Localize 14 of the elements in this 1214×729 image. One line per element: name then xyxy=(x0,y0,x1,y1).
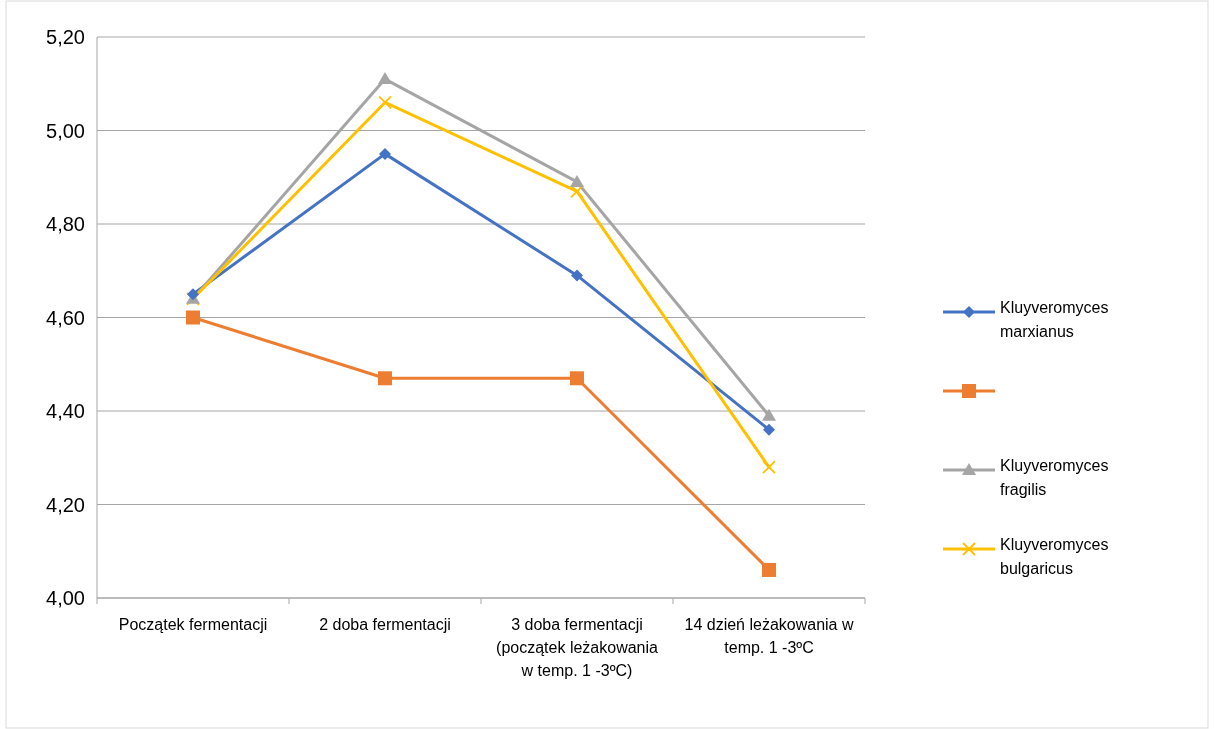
y-tick-label: 4,00 xyxy=(46,587,85,609)
y-tick-label: 4,60 xyxy=(46,306,85,329)
x-tick-label: 2 doba fermentacji xyxy=(319,616,451,633)
y-tick-label: 4,40 xyxy=(46,400,85,422)
legend-label: Kluyveromyces fragilis xyxy=(1000,456,1109,498)
legend-label: Kluyveromyces marxianus xyxy=(1000,298,1109,340)
y-tick-label: 5,20 xyxy=(46,26,85,48)
y-tick-label: 4,20 xyxy=(46,493,85,516)
y-tick-label: 5,00 xyxy=(46,119,85,142)
x-tick-label: 14 dzień leżakowania w temp. 1 -3ºC xyxy=(684,616,854,656)
legend-label: Kluyveromyces bulgaricus xyxy=(1000,535,1109,577)
x-tick-label: 3 doba fermentacji (początek leżakowania w temp. 1 -3ºC) xyxy=(496,616,659,679)
x-tick-label: Początek fermentacji xyxy=(118,616,268,633)
y-tick-label: 4,80 xyxy=(46,213,85,235)
